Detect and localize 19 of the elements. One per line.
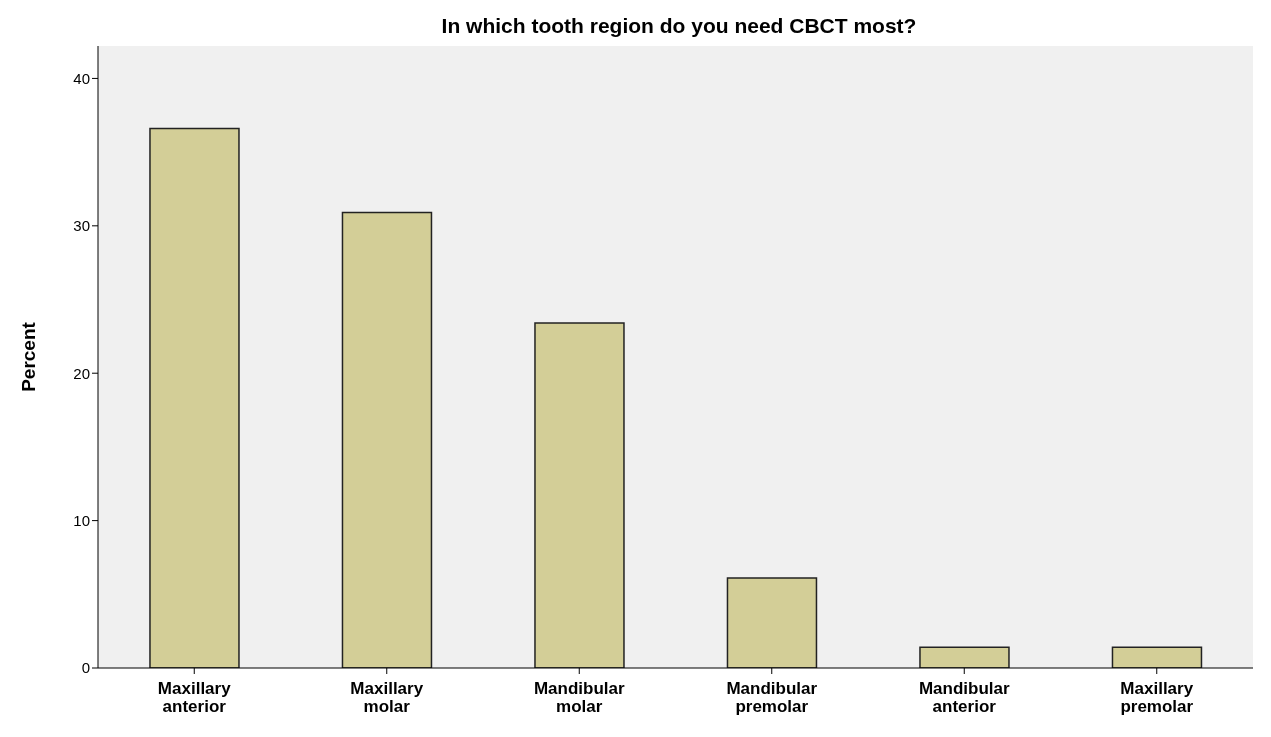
bar [149,127,240,668]
y-tick-label: 0 [81,659,90,677]
y-tick-label: 10 [73,511,90,529]
y-axis-title: Percent [17,321,39,392]
bar [726,577,818,668]
bar [534,322,625,668]
x-tick-label: Mandibular molar [533,679,625,716]
chart-title: In which tooth region do you need CBCT most? [440,14,918,38]
x-tick-label: Mandibular anterior [918,679,1010,716]
y-tick-label: 40 [73,69,90,87]
bar [1111,646,1203,668]
x-tick-label: Maxillary molar [350,679,424,716]
y-tick-label: 20 [73,364,90,382]
x-tick-label: Maxillary anterior [157,679,232,716]
bar [919,646,1010,668]
x-tick-label: Maxillary premolar [1120,679,1194,716]
x-tick-label: Mandibular premolar [726,679,818,716]
y-tick-label: 30 [73,217,90,235]
bar [341,211,433,668]
